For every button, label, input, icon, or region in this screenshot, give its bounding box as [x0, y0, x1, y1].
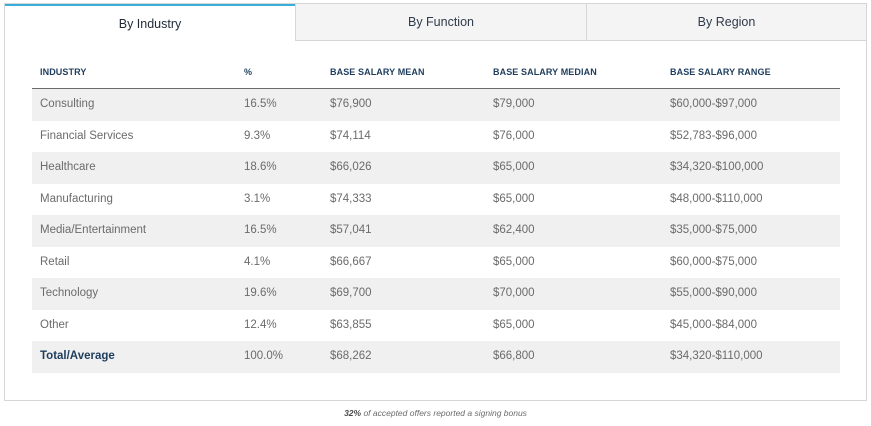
cell-range: $35,000-$75,000	[670, 224, 757, 236]
cell-median: $76,000	[493, 129, 535, 142]
cell-median: $65,000	[493, 255, 535, 268]
cell-percent: 19.6%	[244, 287, 277, 299]
table-row: Retail 4.1% $66,667 $65,000 $60,000-$75,000	[32, 247, 840, 279]
cell-percent: 3.1%	[244, 192, 271, 205]
table-row: Healthcare 18.6% $66,026 $65,000 $34,320-$10…	[32, 152, 840, 184]
table-row: Consulting 16.5% $76,900 $79,000 $60,000-$97…	[32, 89, 840, 121]
cell-median: $66,800	[493, 350, 535, 362]
cell-industry: Consulting	[40, 98, 95, 110]
cell-median: $65,000	[493, 318, 535, 331]
cell-median: $65,000	[493, 192, 535, 205]
cell-range: $60,000-$97,000	[670, 98, 757, 110]
cell-range: $48,000-$110,000	[670, 192, 763, 205]
tab-by-function[interactable]: By Function	[295, 4, 586, 41]
cell-percent: 12.4%	[244, 318, 277, 331]
table-row: Media/Entertainment 16.5% $57,041 $62,400 $3…	[32, 215, 840, 247]
tab-by-industry[interactable]: By Industry	[5, 4, 295, 41]
salary-table: INDUSTRY % BASE SALARY MEAN BASE SALARY …	[32, 56, 840, 373]
column-header-mean: BASE SALARY MEAN	[330, 67, 425, 77]
cell-median: $70,000	[493, 287, 535, 299]
cell-mean: $76,900	[330, 98, 372, 110]
table-row: Manufacturing 3.1% $74,333 $65,000 $48,000-$…	[32, 184, 840, 216]
table-row: Other 12.4% $63,855 $65,000 $45,000-$84,000	[32, 310, 840, 342]
cell-industry: Healthcare	[40, 161, 96, 173]
column-header-industry: INDUSTRY	[40, 67, 87, 77]
cell-median: $79,000	[493, 98, 535, 110]
cell-mean: $66,026	[330, 161, 372, 173]
cell-industry: Media/Entertainment	[40, 224, 147, 236]
cell-percent: 100.0%	[244, 350, 284, 362]
cell-range: $60,000-$75,000	[670, 255, 757, 268]
column-header-percent: %	[244, 67, 253, 77]
table-body: Consulting 16.5% $76,900 $79,000 $60,000-$97…	[32, 89, 840, 373]
cell-mean: $66,667	[330, 255, 372, 268]
cell-percent: 16.5%	[244, 224, 277, 236]
tab-bar: By Industry By Function By Region	[5, 4, 866, 41]
column-header-range: BASE SALARY RANGE	[670, 67, 771, 77]
cell-mean: $57,041	[330, 224, 372, 236]
cell-percent: 9.3%	[244, 129, 271, 142]
cell-median: $62,400	[493, 224, 535, 236]
cell-range: $45,000-$84,000	[670, 318, 757, 331]
cell-median: $65,000	[493, 161, 535, 173]
salary-panel: By Industry By Function By Region INDUST…	[4, 3, 867, 401]
cell-mean: $69,700	[330, 287, 372, 299]
cell-industry: Retail	[40, 255, 70, 268]
cell-percent: 18.6%	[244, 161, 277, 173]
footnote-text: of accepted offers reported a signing bo…	[361, 408, 527, 418]
cell-range: $34,320-$110,000	[670, 350, 763, 362]
cell-percent: 4.1%	[244, 255, 271, 268]
cell-industry: Other	[40, 318, 69, 331]
cell-range: $34,320-$100,000	[670, 161, 764, 173]
cell-mean: $63,855	[330, 318, 372, 331]
table-row: Financial Services 9.3% $74,114 $76,000 $52,…	[32, 121, 840, 153]
table-row: Technology 19.6% $69,700 $70,000 $55,000-$90…	[32, 278, 840, 310]
cell-industry: Manufacturing	[40, 192, 113, 205]
cell-percent: 16.5%	[244, 98, 277, 110]
cell-mean: $68,262	[330, 350, 372, 362]
tab-by-region[interactable]: By Region	[586, 4, 866, 41]
cell-industry: Financial Services	[40, 129, 134, 142]
cell-mean: $74,333	[330, 192, 372, 205]
table-header: INDUSTRY % BASE SALARY MEAN BASE SALARY …	[32, 56, 840, 89]
cell-mean: $74,114	[330, 129, 371, 142]
footnote-highlight: 32%	[344, 408, 362, 418]
cell-range: $55,000-$90,000	[670, 287, 757, 299]
cell-industry: Technology	[40, 287, 99, 299]
column-header-median: BASE SALARY MEDIAN	[493, 67, 597, 77]
cell-industry: Total/Average	[40, 350, 115, 362]
signing-bonus-footnote: 32% of accepted offers reported a signin…	[0, 408, 871, 418]
table-total-row: Total/Average 100.0% $68,262 $66,800 $34,320…	[32, 341, 840, 373]
cell-range: $52,783-$96,000	[670, 129, 757, 142]
